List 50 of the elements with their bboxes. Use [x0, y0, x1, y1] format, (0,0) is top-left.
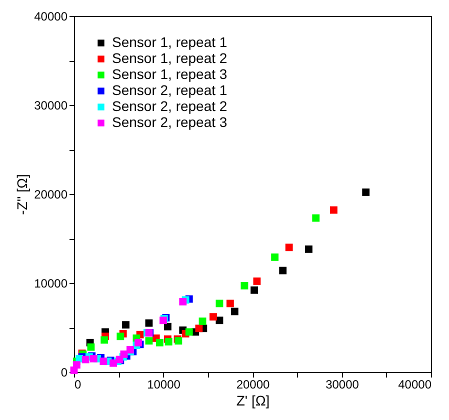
point: [279, 266, 287, 274]
point: [305, 245, 312, 253]
point: [164, 322, 172, 330]
x-tick-label: 0: [74, 378, 82, 392]
point: [110, 359, 117, 367]
point: [122, 321, 130, 329]
point: [210, 313, 217, 321]
point: [240, 282, 248, 290]
y-tick-label: 20000: [34, 188, 68, 202]
legend-label: Sensor 2, repeat 1: [112, 82, 228, 98]
legend-label: Sensor 1, repeat 2: [112, 50, 228, 66]
point: [285, 244, 293, 252]
point: [72, 361, 80, 369]
x-tick-label: 20000: [236, 378, 270, 392]
point: [230, 308, 238, 316]
y-axis-title: -Z'' [Ω]: [14, 174, 30, 215]
x-tick-label: 10000: [147, 378, 181, 392]
legend-label: Sensor 2, repeat 3: [112, 114, 228, 130]
point: [195, 324, 203, 332]
legend-label: Sensor 1, repeat 3: [112, 66, 228, 82]
point: [179, 298, 187, 306]
point: [362, 188, 370, 196]
point: [250, 286, 258, 294]
point: [145, 337, 153, 345]
y-tick-label: 0: [60, 366, 68, 380]
point: [271, 253, 279, 261]
point: [185, 328, 193, 336]
point: [82, 356, 90, 364]
x-axis-title: Z' [Ω]: [236, 392, 270, 408]
x-tick-label: 30000: [326, 378, 360, 392]
x-tick-label: 40000: [398, 378, 432, 392]
point: [100, 358, 108, 366]
point: [90, 354, 98, 362]
legend-label: Sensor 1, repeat 1: [112, 34, 228, 50]
point: [330, 206, 338, 214]
point: [145, 319, 153, 327]
point: [253, 278, 261, 285]
point: [100, 336, 108, 344]
point: [87, 343, 95, 351]
legend-label: Sensor 2, repeat 2: [112, 98, 228, 114]
point: [198, 318, 206, 325]
y-tick-label: 30000: [34, 98, 68, 112]
point: [156, 338, 164, 346]
point: [164, 338, 172, 346]
point: [120, 350, 128, 358]
point: [312, 214, 320, 222]
y-tick-label: 10000: [34, 276, 68, 290]
point: [116, 332, 124, 340]
point: [226, 300, 234, 308]
y-tick-label: 40000: [34, 10, 68, 24]
